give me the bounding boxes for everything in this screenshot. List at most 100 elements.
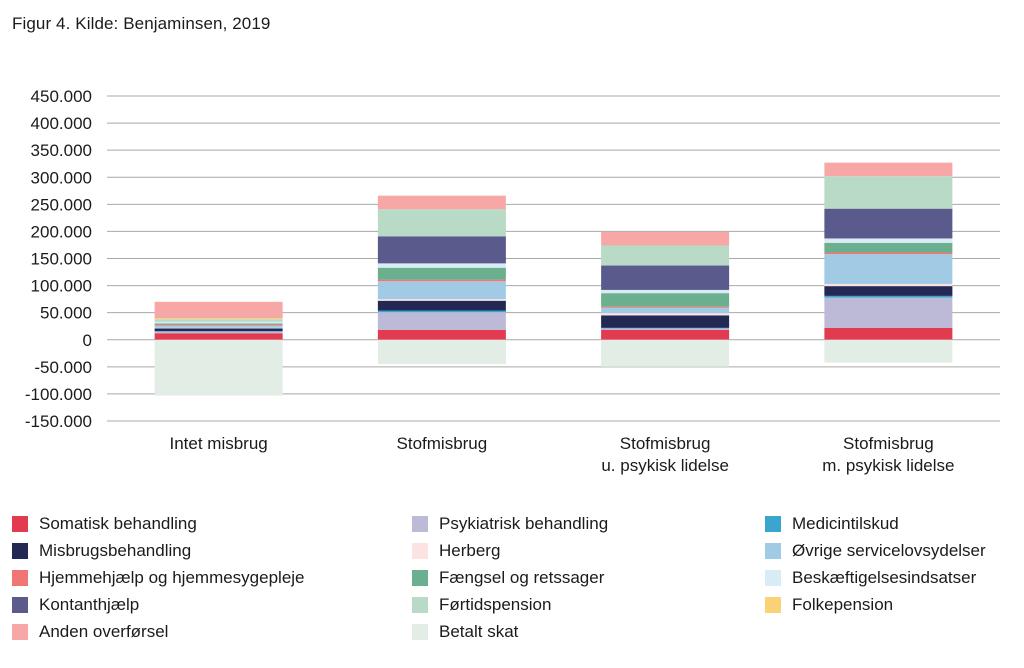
legend-label: Kontanthjælp	[39, 595, 140, 614]
y-tick-label: 400.000	[31, 114, 92, 133]
bar-segment	[377, 209, 506, 237]
bar-segment	[154, 327, 283, 329]
legend-label: Herberg	[439, 541, 501, 560]
legend-label: Somatisk behandling	[39, 514, 197, 533]
bar-segment	[824, 238, 953, 243]
legend-item: Anden overførsel	[12, 622, 168, 642]
stacked-bar-chart: 450.000 400.000 350.000 300.000 250.000 200.0…	[25, 87, 1000, 475]
bar-segment	[824, 254, 953, 284]
legend-label: Førtidspension	[439, 595, 552, 614]
legend-item: Fængsel og retssager	[412, 568, 604, 588]
y-tick-label: -150.000	[25, 412, 92, 431]
legend-item: Hjemmehjælp og hjemmesygepleje	[12, 568, 305, 588]
y-tick-label: 200.000	[31, 222, 92, 241]
legend-swatch	[412, 543, 428, 559]
bar-segment	[824, 339, 953, 363]
bar-segment	[154, 321, 283, 324]
bar-segment	[601, 313, 730, 316]
legend-item: Beskæftigelsesindsatser	[765, 568, 976, 588]
legend-swatch	[765, 516, 781, 532]
bar-segment	[824, 327, 953, 340]
bar-segment	[377, 279, 506, 282]
legend-swatch	[12, 516, 28, 532]
y-tick-label: 250.000	[31, 195, 92, 214]
bar-segment	[601, 265, 730, 290]
x-tick-label: Stofmisbrug	[397, 434, 488, 453]
legend-label: Beskæftigelsesindsatser	[792, 568, 977, 587]
y-tick-label: 150.000	[31, 250, 92, 269]
bar-segment	[601, 327, 730, 329]
bar-segment	[377, 300, 506, 311]
x-tick-label: Stofmisbrug	[620, 434, 711, 453]
legend-swatch	[765, 597, 781, 613]
y-tick-label: 350.000	[31, 141, 92, 160]
bar-segment	[601, 245, 730, 266]
bar-segment	[377, 267, 506, 280]
bar-segment	[377, 310, 506, 313]
bar-segment	[154, 331, 283, 334]
bar-segment	[601, 293, 730, 307]
y-tick-label: 0	[83, 331, 92, 350]
bar-segment	[601, 231, 730, 246]
legend-swatch	[12, 570, 28, 586]
legend-item: Medicintilskud	[765, 514, 899, 534]
bar-segment	[154, 325, 283, 328]
bar-segment	[601, 339, 730, 367]
bar-segment	[377, 281, 506, 300]
bar-segment	[601, 330, 730, 340]
legend-item: Folkepension	[765, 595, 893, 615]
bar-segment	[377, 339, 506, 365]
bar-segment	[377, 330, 506, 340]
legend-swatch	[412, 570, 428, 586]
legend-swatch	[12, 543, 28, 559]
bar-segment	[824, 286, 953, 296]
legend-swatch	[765, 570, 781, 586]
bar-segment	[154, 339, 283, 396]
bar-segment	[377, 195, 506, 210]
bar-segment	[601, 306, 730, 308]
legend-label: Medicintilskud	[792, 514, 899, 533]
legend-item: Herberg	[412, 541, 500, 561]
legend-item: Psykiatrisk behandling	[412, 514, 608, 534]
legend-swatch	[412, 624, 428, 640]
bar-segment	[824, 252, 953, 255]
bar-segment	[601, 307, 730, 314]
x-tick-label: Stofmisbrug	[843, 434, 934, 453]
bar-segment	[377, 312, 506, 330]
x-tick-label: u. psykisk lidelse	[601, 456, 729, 475]
legend-item: Øvrige servicelovsydelser	[765, 541, 986, 561]
y-tick-label: 100.000	[31, 277, 92, 296]
bar-segment	[824, 162, 953, 177]
bar-segment	[377, 263, 506, 268]
y-tick-label: 450.000	[31, 87, 92, 106]
figure-caption: Figur 4. Kilde: Benjaminsen, 2019	[12, 14, 271, 33]
bar-segment	[824, 242, 953, 253]
legend-label: Betalt skat	[439, 622, 519, 641]
bar-segment	[154, 328, 283, 332]
legend-label: Psykiatrisk behandling	[439, 514, 609, 533]
bar-segment	[601, 328, 730, 330]
legend-label: Folkepension	[792, 595, 894, 614]
bar-segment	[824, 208, 953, 239]
legend-item: Kontanthjælp	[12, 595, 139, 615]
bar-segment	[824, 283, 953, 287]
legend-label: Øvrige servicelovsydelser	[792, 541, 986, 560]
bar-segment	[154, 319, 283, 322]
legend-swatch	[12, 624, 28, 640]
y-tick-label: 50.000	[40, 304, 92, 323]
bar-segment	[824, 297, 953, 328]
bar-segment	[154, 323, 283, 325]
legend-label: Hjemmehjælp og hjemmesygepleje	[39, 568, 305, 587]
bar-segment	[601, 289, 730, 294]
legend-swatch	[412, 597, 428, 613]
legend-label: Fængsel og retssager	[439, 568, 605, 587]
y-tick-label: -100.000	[25, 385, 92, 404]
legend-item: Førtidspension	[412, 595, 551, 615]
bar-segment	[601, 315, 730, 328]
bar-segment	[377, 236, 506, 264]
bar-segment	[377, 299, 506, 301]
legend-swatch	[765, 543, 781, 559]
legend-item: Misbrugsbehandling	[12, 541, 191, 561]
legend-swatch	[412, 516, 428, 532]
bar-segment	[154, 318, 283, 320]
